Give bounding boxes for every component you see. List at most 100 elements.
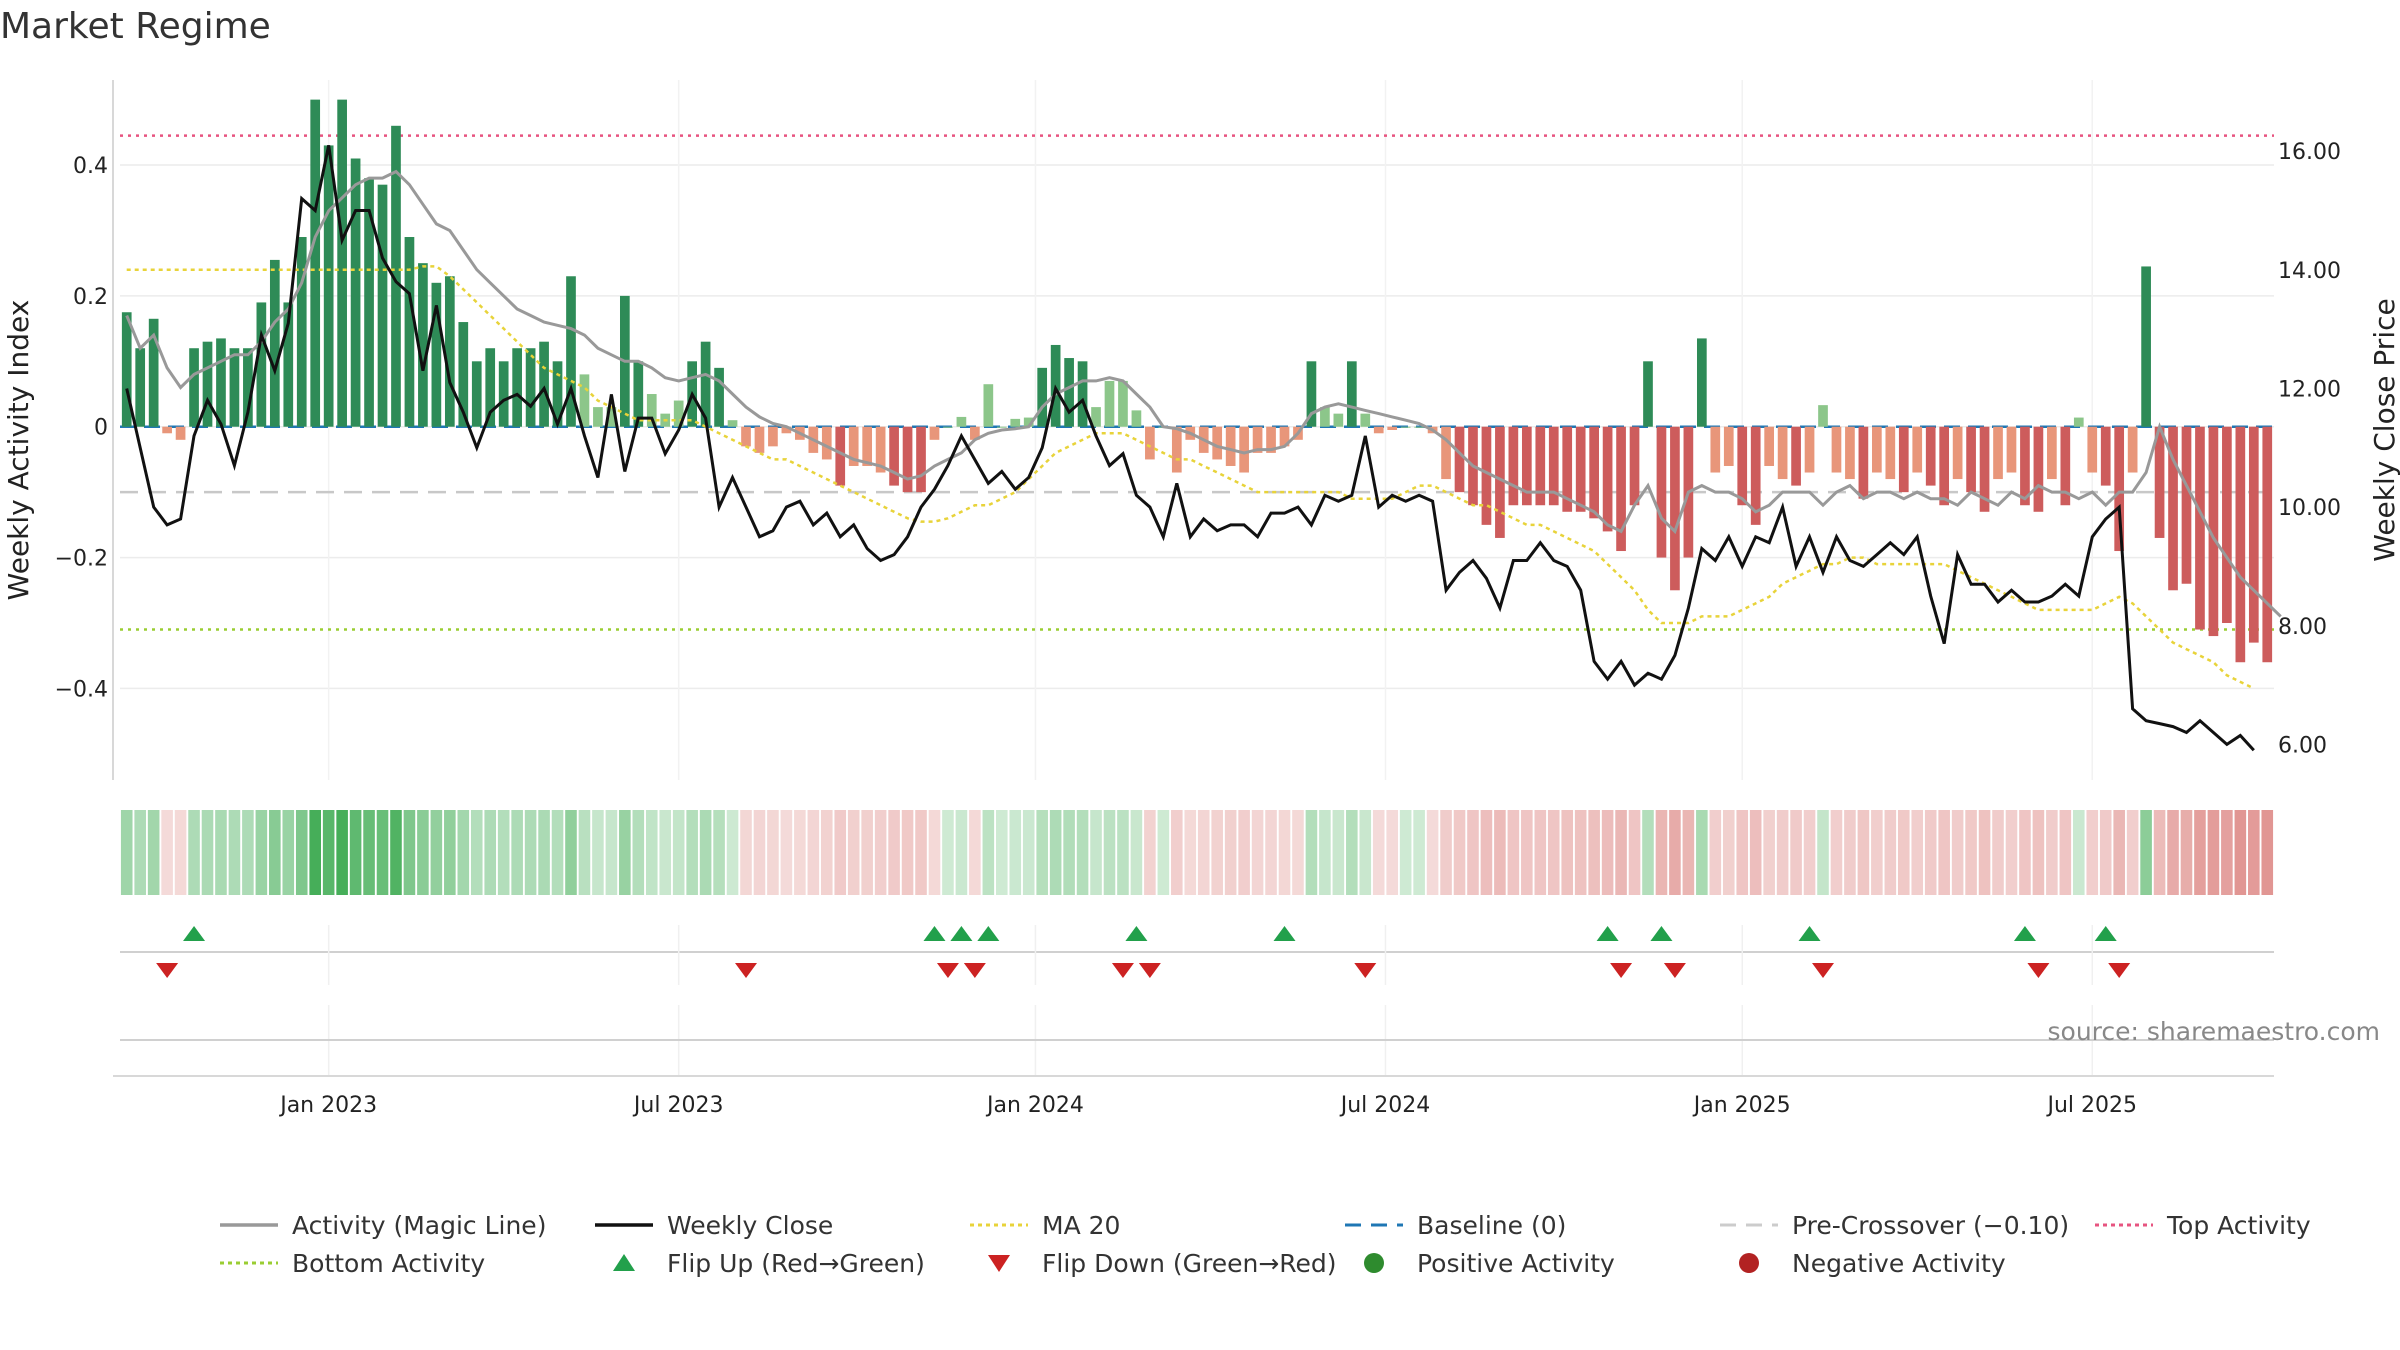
left-tick-label: 0 [94, 416, 108, 441]
activity-bar [498, 361, 509, 427]
activity-bar [1979, 426, 1990, 512]
heat-cell [2167, 810, 2179, 895]
heat-cell [1076, 810, 1089, 895]
heat-cell [1817, 810, 1829, 895]
flip-down-marker [1812, 963, 1835, 978]
flip-up-marker [2013, 926, 2036, 941]
heat-cell [2140, 810, 2152, 895]
activity-bar [485, 348, 496, 427]
activity-bar [2141, 266, 2151, 427]
activity-bar [404, 237, 415, 427]
flip-marker-panel [120, 925, 2274, 985]
activity-bar [2033, 426, 2044, 512]
activity-bar [1939, 426, 1950, 506]
activity-bar [875, 426, 886, 473]
activity-bar [1252, 426, 1263, 453]
heat-cell [1305, 810, 1318, 895]
activity-bar [1171, 426, 1182, 473]
heat-cell [726, 810, 739, 895]
activity-bar [714, 367, 724, 427]
activity-bar [175, 426, 186, 440]
heat-cell [915, 810, 927, 895]
activity-bar [1562, 426, 1573, 512]
heat-cell [928, 810, 941, 895]
activity-bar [768, 426, 778, 447]
activity-bar [2047, 426, 2057, 480]
heat-cell [767, 810, 779, 895]
activity-bar [2262, 426, 2273, 663]
activity-bar [296, 237, 307, 427]
flip-up-marker [1125, 926, 1148, 941]
series-lines [125, 144, 2282, 752]
activity-bar [2195, 426, 2205, 630]
heat-cell [349, 810, 362, 895]
flip-up-marker [183, 926, 206, 941]
activity-bar [1912, 426, 1923, 473]
heat-cell [605, 810, 618, 895]
activity-bar [1266, 426, 1276, 453]
activity-bar [1118, 380, 1128, 427]
x-tick-label: Jan 2023 [278, 1093, 377, 1118]
flip-up-marker [1798, 926, 1821, 941]
activity-bar [1737, 426, 1748, 506]
source-label: source: sharemaestro.com [2048, 1017, 2381, 1046]
x-axis-ticks: Jan 2023 Jul 2023 Jan 2024 Jul 2024 Jan 2025… [278, 1093, 2137, 1118]
legend-label: Negative Activity [1792, 1249, 2006, 1278]
heat-cell [1588, 810, 1600, 895]
heat-cell [2221, 810, 2233, 895]
weekly-close-line [125, 144, 2255, 752]
activity-bar [256, 302, 267, 427]
activity-bar [350, 158, 361, 427]
flip-down-marker [1354, 963, 1377, 978]
activity-bar [323, 145, 334, 427]
heat-cell [942, 810, 954, 895]
legend-item: Weekly Close [595, 1211, 833, 1240]
activity-bar [566, 276, 576, 427]
heat-cell [2019, 810, 2031, 895]
activity-bars [121, 99, 2273, 663]
heat-cell [1130, 810, 1143, 895]
bottom-empty-panel [113, 1005, 2274, 1077]
heat-cell [1372, 810, 1385, 895]
legend-item: MA 20 [970, 1211, 1120, 1240]
activity-bar [471, 361, 482, 427]
heat-cell [1117, 810, 1129, 895]
activity-bar [1010, 418, 1021, 427]
activity-bar [539, 341, 549, 427]
heat-cell [1494, 810, 1506, 895]
flip-down-marker [2108, 963, 2131, 978]
activity-bar [579, 374, 590, 427]
heat-cell [1561, 810, 1574, 895]
activity-bar [2006, 426, 2017, 473]
heat-cell [713, 810, 725, 895]
left-tick-label: 0.4 [73, 154, 108, 179]
legend-label: Positive Activity [1417, 1249, 1615, 1278]
heat-cell [780, 810, 793, 895]
heat-cell [228, 810, 241, 895]
heat-cell [1103, 810, 1116, 895]
activity-bar [364, 178, 374, 427]
activity-bar [2248, 426, 2259, 643]
activity-bar [1575, 426, 1586, 512]
main-panel-grid [120, 80, 2274, 780]
activity-bar [1858, 426, 1869, 499]
activity-bar [552, 361, 563, 427]
heat-cell [282, 810, 295, 895]
heat-cell [1453, 810, 1466, 895]
activity-bar [1023, 417, 1034, 427]
heat-cell [1547, 810, 1560, 895]
heat-cell [1063, 810, 1075, 895]
heat-cell [632, 810, 645, 895]
heat-cell [1224, 810, 1237, 895]
heat-cell [659, 810, 672, 895]
flip-down-marker [936, 963, 959, 978]
heat-cell [2153, 810, 2166, 895]
activity-bar [1346, 361, 1357, 427]
heat-cell [861, 810, 873, 895]
heat-cell [174, 810, 187, 895]
heat-cell [740, 810, 752, 895]
activity-bar [848, 426, 859, 466]
legend-item: Baseline (0) [1345, 1211, 1566, 1240]
activity-bar [781, 426, 792, 434]
activity-bar [2222, 426, 2232, 623]
